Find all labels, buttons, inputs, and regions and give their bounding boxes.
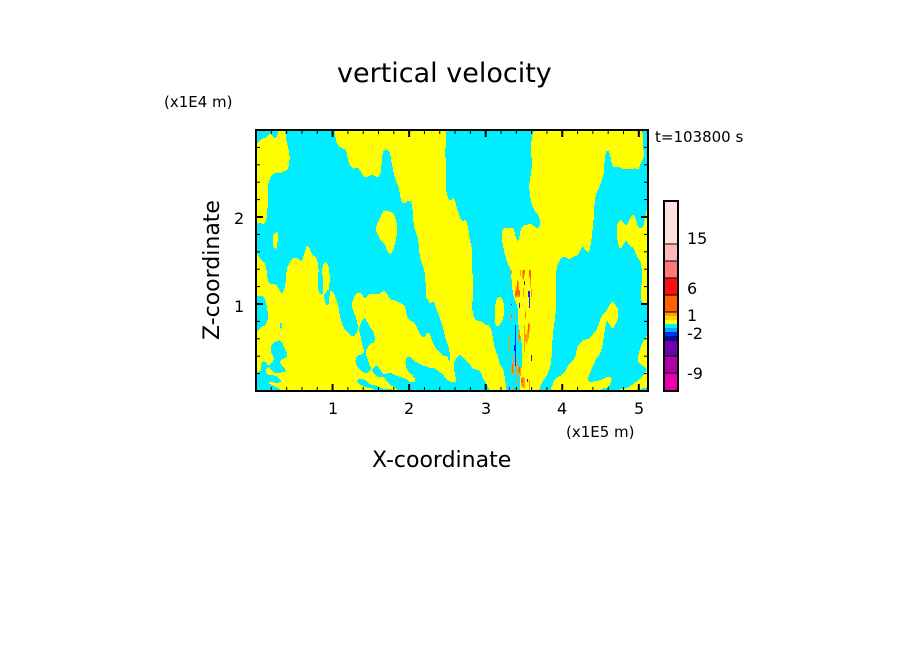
colorbar-label: 1: [687, 306, 698, 325]
y-unit-label: (x1E4 m): [164, 93, 233, 111]
contour-field: [256, 130, 648, 391]
colorbar-label: 6: [687, 279, 698, 298]
colorbar-swatch: [663, 200, 679, 245]
colorbar-swatch: [664, 312, 678, 316]
y-tick-label: 1: [234, 297, 245, 316]
colorbar-swatch: [664, 328, 678, 332]
colorbar-swatch: [663, 339, 679, 357]
colorbar-frame: [663, 200, 679, 392]
y-tick-label: 2: [234, 209, 245, 228]
colorbar-swatch: [663, 294, 679, 313]
x-tick-label: 3: [481, 399, 492, 418]
plot-frame: [255, 129, 649, 392]
colorbar-swatch: [663, 243, 679, 262]
colorbar-swatch: [663, 277, 679, 296]
colorbar-swatch: [664, 324, 678, 328]
colorbar-swatch: [664, 316, 678, 320]
colorbar-swatch: [664, 332, 678, 336]
colorbar-swatch: [663, 260, 679, 279]
time-label: t=103800 s: [655, 128, 744, 146]
x-axis-label: X-coordinate: [372, 448, 512, 473]
colorbar-swatch: [664, 320, 678, 324]
colorbar-label: -9: [687, 364, 703, 383]
x-tick-label: 4: [557, 399, 568, 418]
colorbar-swatch: [663, 355, 679, 374]
x-tick-label: 1: [328, 399, 339, 418]
x-unit-label: (x1E5 m): [566, 423, 635, 441]
colorbar-swatch: [664, 336, 678, 340]
colorbar-label: 15: [687, 229, 708, 248]
colorbar-swatch: [663, 372, 679, 392]
x-tick-label: 5: [634, 399, 645, 418]
x-tick-label: 2: [404, 399, 415, 418]
chart-title: vertical velocity: [337, 58, 552, 89]
colorbar-label: -2: [687, 324, 703, 343]
